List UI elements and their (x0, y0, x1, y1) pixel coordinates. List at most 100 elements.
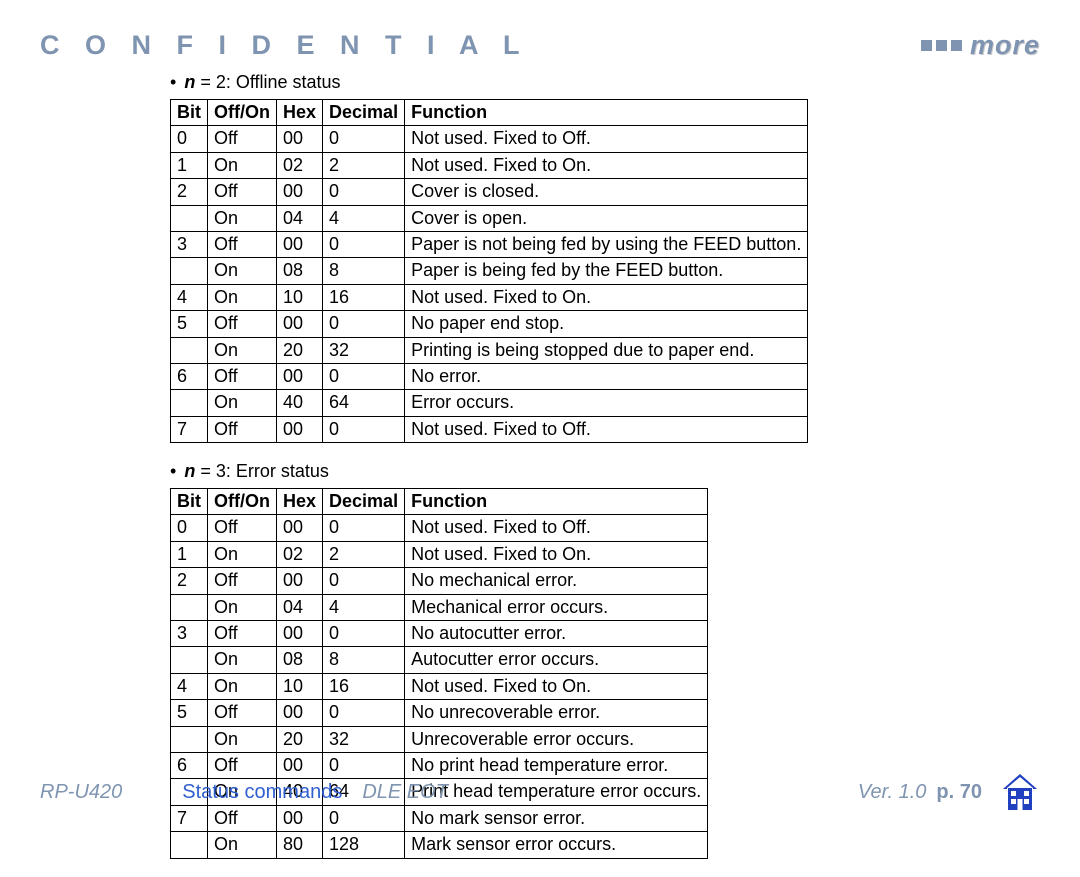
table-cell: Paper is not being fed by using the FEED… (405, 231, 808, 257)
table-row: On044Mechanical error occurs. (171, 594, 708, 620)
table-cell: 0 (323, 231, 405, 257)
table-cell: No unrecoverable error. (405, 700, 708, 726)
table-cell: Off (208, 363, 277, 389)
column-header: Bit (171, 489, 208, 515)
table-cell: On (208, 284, 277, 310)
table-cell: Autocutter error occurs. (405, 647, 708, 673)
table-cell: On (208, 541, 277, 567)
table-cell: On (208, 258, 277, 284)
table-cell: 0 (323, 311, 405, 337)
table-cell (171, 594, 208, 620)
table-cell: 1 (171, 541, 208, 567)
table-cell: On (208, 390, 277, 416)
table-row: 6Off000No error. (171, 363, 808, 389)
table-cell: No error. (405, 363, 808, 389)
table-row: 7Off000Not used. Fixed to Off. (171, 416, 808, 442)
table-row: 4On1016Not used. Fixed to On. (171, 284, 808, 310)
table-cell: 00 (277, 311, 323, 337)
table-cell: On (208, 726, 277, 752)
table-cell: Not used. Fixed to Off. (405, 126, 808, 152)
table-cell: Off (208, 568, 277, 594)
table-cell: No paper end stop. (405, 311, 808, 337)
table-cell: Error occurs. (405, 390, 808, 416)
table-cell: 20 (277, 726, 323, 752)
footer-section[interactable]: Status commands (182, 781, 342, 804)
page-footer: RP-U420 Status commands DLE EOT Ver. 1.0… (40, 772, 1040, 812)
table-cell: Not used. Fixed to On. (405, 673, 708, 699)
table-cell: 40 (277, 390, 323, 416)
table-cell: Unrecoverable error occurs. (405, 726, 708, 752)
table-cell: 3 (171, 231, 208, 257)
content-area: •n = 2: Offline statusBitOff/OnHexDecima… (170, 68, 990, 877)
column-header: Bit (171, 100, 208, 126)
table-row: 3Off000Paper is not being fed by using t… (171, 231, 808, 257)
table-cell: On (208, 647, 277, 673)
table-cell: 0 (323, 568, 405, 594)
table-cell: 4 (323, 594, 405, 620)
table-cell: Mechanical error occurs. (405, 594, 708, 620)
table-cell: 0 (171, 126, 208, 152)
table-cell: On (208, 673, 277, 699)
table-cell: Not used. Fixed to Off. (405, 515, 708, 541)
table-row: 5Off000No unrecoverable error. (171, 700, 708, 726)
table-cell: No autocutter error. (405, 621, 708, 647)
table-cell: 4 (171, 673, 208, 699)
footer-page: p. 70 (936, 781, 982, 804)
column-header: Off/On (208, 489, 277, 515)
table-cell: 0 (323, 126, 405, 152)
table-cell: 08 (277, 647, 323, 673)
table-cell: 0 (323, 515, 405, 541)
table-cell: 00 (277, 363, 323, 389)
status-table-0: BitOff/OnHexDecimalFunction0Off000Not us… (170, 99, 808, 443)
table-row: 4On1016Not used. Fixed to On. (171, 673, 708, 699)
table-cell: 4 (323, 205, 405, 231)
table-cell: 08 (277, 258, 323, 284)
table-cell (171, 726, 208, 752)
table-row: On088Paper is being fed by the FEED butt… (171, 258, 808, 284)
home-icon[interactable] (1000, 772, 1040, 812)
column-header: Off/On (208, 100, 277, 126)
table-cell: 00 (277, 416, 323, 442)
table-cell (171, 832, 208, 858)
table-cell: On (208, 205, 277, 231)
more-dots (921, 40, 962, 51)
more-link[interactable]: more (921, 30, 1040, 61)
table-cell: On (208, 832, 277, 858)
table-cell: 20 (277, 337, 323, 363)
table-cell: Cover is open. (405, 205, 808, 231)
table-cell: 0 (171, 515, 208, 541)
table-cell: 00 (277, 700, 323, 726)
table-cell: 00 (277, 568, 323, 594)
table-cell: 10 (277, 673, 323, 699)
table-cell: 00 (277, 515, 323, 541)
table-cell: 8 (323, 647, 405, 673)
column-header: Hex (277, 489, 323, 515)
table-cell: Off (208, 700, 277, 726)
table-cell: No mechanical error. (405, 568, 708, 594)
table-row: On044Cover is open. (171, 205, 808, 231)
table-cell: 7 (171, 416, 208, 442)
table-cell (171, 647, 208, 673)
table-cell: Off (208, 231, 277, 257)
confidential-label: C O N F I D E N T I A L (40, 30, 529, 61)
table-row: 0Off000Not used. Fixed to Off. (171, 515, 708, 541)
footer-version: Ver. 1.0 (858, 781, 927, 804)
table-cell: 2 (323, 541, 405, 567)
table-caption: •n = 2: Offline status (170, 72, 990, 93)
table-cell: 5 (171, 700, 208, 726)
table-cell: Off (208, 179, 277, 205)
table-cell (171, 258, 208, 284)
table-cell: Off (208, 621, 277, 647)
table-cell: 0 (323, 416, 405, 442)
table-cell: 04 (277, 205, 323, 231)
table-cell: Off (208, 311, 277, 337)
table-caption: •n = 3: Error status (170, 461, 990, 482)
table-cell: 6 (171, 363, 208, 389)
table-row: 5Off000No paper end stop. (171, 311, 808, 337)
page-header: C O N F I D E N T I A L more (40, 30, 1040, 61)
table-row: 3Off000No autocutter error. (171, 621, 708, 647)
table-cell: Cover is closed. (405, 179, 808, 205)
table-row: 2Off000Cover is closed. (171, 179, 808, 205)
footer-model: RP-U420 (40, 781, 122, 804)
table-row: On80128Mark sensor error occurs. (171, 832, 708, 858)
